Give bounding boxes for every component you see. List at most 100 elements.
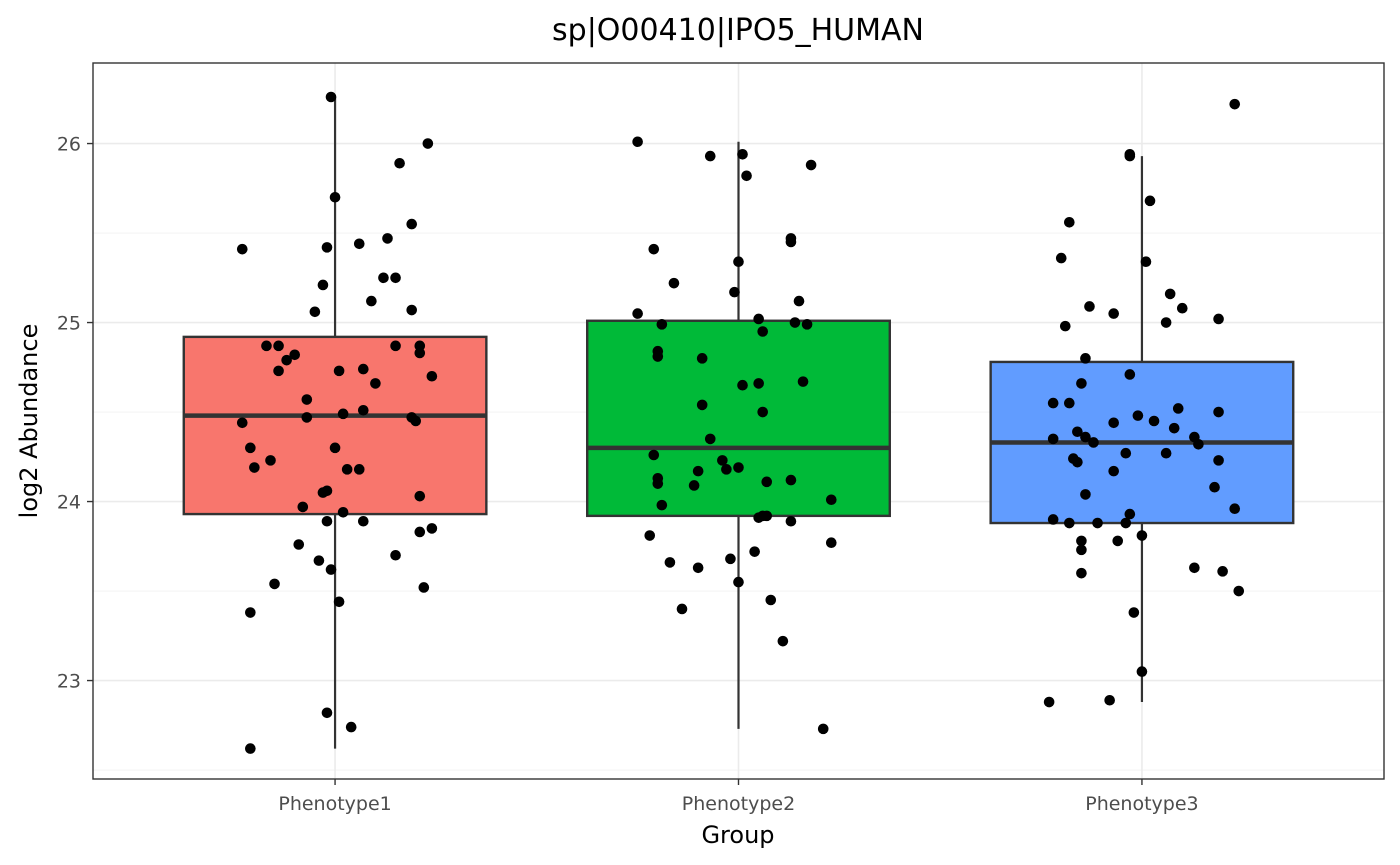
- y-tick-label: 25: [57, 313, 81, 335]
- data-point: [333, 596, 345, 608]
- data-point: [353, 464, 365, 475]
- data-point: [761, 476, 773, 488]
- data-point: [410, 415, 422, 427]
- data-point: [406, 218, 418, 230]
- data-point: [757, 406, 769, 418]
- data-point: [414, 526, 426, 538]
- data-point: [281, 354, 292, 366]
- data-point: [801, 319, 813, 330]
- data-point: [644, 530, 656, 541]
- data-point: [688, 480, 700, 491]
- data-point: [753, 512, 764, 523]
- data-point: [1080, 431, 1091, 443]
- data-point: [1144, 195, 1156, 207]
- data-point: [1076, 378, 1087, 389]
- data-point: [692, 562, 704, 574]
- data-point: [321, 707, 333, 719]
- data-point: [382, 233, 393, 244]
- data-point: [366, 295, 377, 307]
- data-point: [1064, 217, 1075, 228]
- data-point: [378, 272, 389, 284]
- data-point: [737, 148, 748, 160]
- data-point: [1148, 415, 1160, 427]
- data-point: [1136, 530, 1148, 541]
- data-point: [1043, 696, 1055, 708]
- data-point: [1229, 503, 1241, 515]
- data-point: [390, 272, 401, 284]
- data-point: [1059, 320, 1071, 332]
- data-point: [358, 363, 369, 375]
- data-point: [733, 256, 744, 267]
- data-point: [729, 286, 740, 298]
- box-group: [182, 97, 1295, 749]
- data-point: [1080, 489, 1091, 500]
- data-point: [825, 537, 837, 549]
- data-point: [1124, 150, 1136, 162]
- data-point: [390, 549, 401, 561]
- data-point: [1124, 369, 1136, 380]
- data-point: [1120, 517, 1132, 529]
- data-point: [1132, 410, 1144, 421]
- data-point: [273, 340, 284, 352]
- data-point: [1209, 481, 1220, 493]
- data-point: [345, 721, 357, 733]
- data-point: [696, 399, 708, 411]
- data-point: [394, 157, 405, 169]
- chart-title: sp|O00410|IPO5_HUMAN: [552, 13, 924, 48]
- data-point: [1128, 607, 1140, 618]
- data-point: [321, 515, 333, 527]
- data-point: [1104, 694, 1115, 706]
- x-tick-label: Phenotype2: [682, 793, 795, 815]
- data-point: [737, 379, 748, 391]
- data-point: [337, 506, 349, 518]
- data-point: [721, 464, 732, 475]
- data-point: [1108, 417, 1119, 429]
- data-point: [664, 557, 676, 568]
- data-point: [648, 449, 660, 461]
- data-point: [757, 326, 769, 337]
- data-point: [704, 433, 716, 445]
- data-point: [805, 159, 817, 171]
- data-point: [261, 340, 272, 352]
- data-point: [269, 578, 280, 590]
- data-point: [656, 319, 668, 330]
- data-point: [1064, 397, 1075, 409]
- data-point: [785, 515, 797, 527]
- data-point: [1172, 403, 1184, 414]
- y-tick-label: 23: [57, 671, 81, 693]
- data-point: [1076, 535, 1087, 547]
- data-point: [785, 474, 797, 486]
- data-point: [329, 191, 341, 203]
- data-point: [1124, 508, 1136, 520]
- data-point: [426, 370, 438, 382]
- data-point: [293, 539, 305, 550]
- box-phenotype1: [182, 335, 488, 516]
- data-point: [1176, 302, 1188, 314]
- data-point: [309, 306, 321, 318]
- data-point: [676, 603, 688, 615]
- data-point: [1168, 422, 1180, 434]
- data-point: [765, 594, 777, 606]
- data-point: [414, 490, 426, 502]
- data-point: [358, 404, 369, 416]
- data-point: [817, 723, 829, 735]
- data-point: [325, 564, 337, 575]
- data-point: [1233, 585, 1245, 597]
- data-point: [1160, 317, 1172, 328]
- data-point: [313, 555, 325, 566]
- data-point: [668, 277, 680, 289]
- y-axis: 23 24 25 26: [57, 134, 93, 693]
- data-point: [1112, 535, 1124, 547]
- box-phenotype2: [586, 319, 891, 518]
- data-point: [1229, 98, 1241, 110]
- data-point: [426, 523, 438, 534]
- data-point: [725, 553, 736, 565]
- data-point: [741, 170, 752, 182]
- x-tick-label: Phenotype1: [278, 793, 391, 815]
- data-point: [1092, 517, 1103, 529]
- data-point: [1072, 426, 1083, 438]
- data-point: [753, 378, 764, 389]
- data-point: [785, 236, 797, 248]
- data-point: [1088, 437, 1099, 448]
